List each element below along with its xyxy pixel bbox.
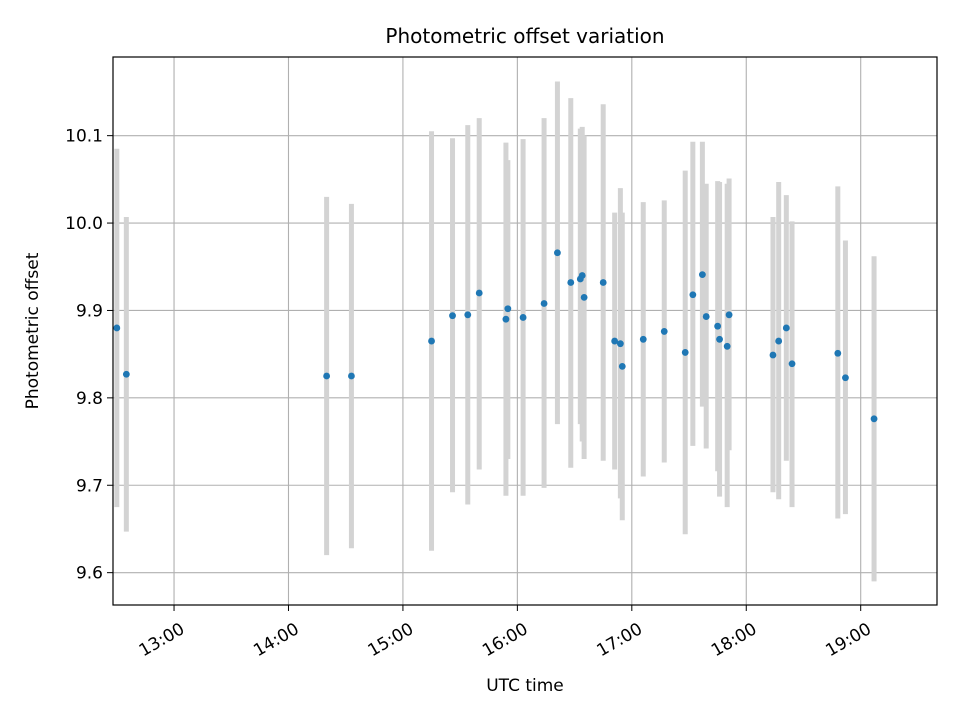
y-axis-label: Photometric offset (23, 252, 43, 409)
x-tick-label: 13:00 (136, 619, 188, 661)
data-point (870, 415, 878, 423)
y-tick-label: 10.1 (65, 127, 103, 147)
x-tick-label: 17:00 (594, 619, 646, 661)
x-axis-label: UTC time (486, 676, 564, 696)
data-point (502, 315, 510, 323)
data-point (567, 279, 575, 286)
data-point (775, 337, 783, 345)
y-tick-label: 9.7 (76, 476, 103, 496)
x-axis-ticks: 13:00 14:00 15:00 16:00 17:00 18:00 19:00 (136, 605, 875, 661)
data-point (449, 312, 456, 320)
data-point (464, 311, 472, 319)
y-axis-ticks: 9.6 9.7 9.8 9.9 10.0 10.1 (65, 127, 113, 584)
data-points (113, 249, 878, 423)
data-point (618, 362, 626, 370)
data-point (834, 349, 842, 357)
data-point (714, 322, 722, 330)
data-point (519, 314, 527, 321)
data-point (639, 335, 647, 343)
x-tick-label: 18:00 (708, 619, 760, 661)
x-tick-label: 16:00 (479, 619, 531, 661)
data-point (616, 340, 624, 348)
x-tick-label: 15:00 (365, 619, 417, 661)
data-point (702, 313, 710, 320)
data-point (681, 349, 689, 356)
data-point (689, 291, 697, 299)
data-point (504, 305, 512, 313)
data-point (723, 342, 731, 350)
data-point (782, 324, 790, 332)
plot-frame (112, 56, 938, 606)
data-point (611, 337, 619, 345)
data-point (716, 335, 723, 343)
data-point (578, 272, 586, 279)
data-point (698, 271, 706, 279)
x-tick-label: 19:00 (822, 619, 874, 661)
data-point (540, 300, 548, 307)
y-tick-label: 9.6 (76, 564, 103, 584)
data-point (475, 289, 483, 297)
data-point (122, 370, 130, 378)
y-tick-label: 10.0 (65, 214, 103, 234)
x-tick-label: 14:00 (250, 619, 302, 661)
data-point (769, 351, 777, 359)
chart-title: Photometric offset variation (385, 24, 664, 48)
data-point (725, 311, 733, 319)
data-point (580, 293, 588, 301)
y-tick-label: 9.9 (76, 301, 103, 321)
y-tick-label: 9.8 (76, 389, 103, 409)
data-point (842, 374, 849, 382)
data-point (554, 249, 561, 257)
data-point (599, 279, 607, 286)
data-point (788, 360, 796, 368)
data-point (348, 372, 355, 380)
error-bars (114, 81, 877, 582)
data-point (660, 328, 668, 335)
data-point (323, 372, 331, 380)
data-point (113, 324, 121, 332)
data-point (428, 337, 435, 345)
